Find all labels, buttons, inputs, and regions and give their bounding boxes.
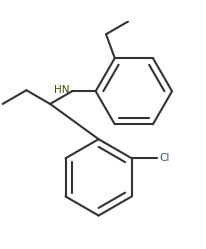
Text: HN: HN: [54, 85, 69, 95]
Text: Cl: Cl: [159, 153, 169, 163]
